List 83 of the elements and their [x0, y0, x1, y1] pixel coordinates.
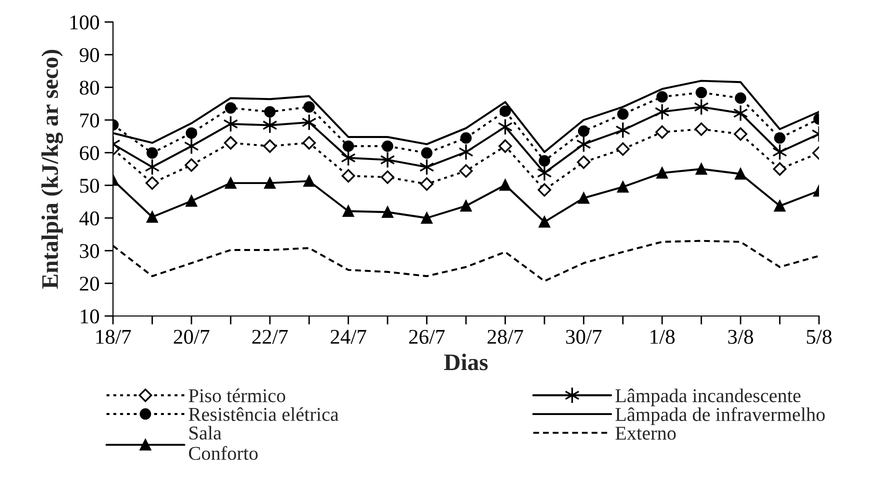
- legend-label: Resistência elétrica: [188, 407, 339, 421]
- point: [774, 200, 786, 212]
- point: [460, 200, 472, 212]
- point: [694, 122, 708, 136]
- y-tick-label: 40: [79, 211, 100, 226]
- point: [264, 177, 276, 189]
- point: [224, 102, 236, 114]
- point: [500, 105, 511, 117]
- point: [498, 139, 512, 153]
- point: [420, 177, 434, 191]
- point: [458, 144, 474, 160]
- y-tick-label: 70: [80, 113, 100, 128]
- point: [734, 92, 746, 104]
- point: [145, 176, 159, 190]
- point: [342, 140, 354, 152]
- point: [734, 127, 748, 141]
- point: [460, 132, 472, 144]
- x-axis-title: Dias: [444, 354, 488, 370]
- y-tick-label: 10: [80, 309, 100, 324]
- point: [617, 181, 629, 193]
- x-tick-label: 26/7: [409, 330, 445, 344]
- y-tick-label: 60: [80, 146, 100, 160]
- point: [774, 132, 786, 144]
- point: [734, 168, 746, 180]
- point: [459, 164, 473, 178]
- point: [421, 212, 432, 224]
- x-tick-label: 5/8: [806, 330, 832, 344]
- y-tick-label: 20: [80, 276, 100, 291]
- point: [303, 175, 315, 187]
- point: [382, 206, 394, 218]
- point: [146, 147, 158, 159]
- point: [578, 192, 590, 204]
- point: [696, 163, 708, 175]
- x-tick-label: 22/7: [252, 330, 288, 344]
- point: [773, 162, 787, 176]
- y-tick-label: 30: [80, 244, 100, 258]
- legend-label: Piso térmico: [188, 388, 286, 402]
- y-tick-label: 100: [70, 15, 100, 30]
- point: [382, 140, 394, 152]
- point: [264, 106, 276, 118]
- legend-label: Lâmpada incandescente: [615, 388, 800, 406]
- point: [186, 195, 198, 207]
- y-tick-label: 80: [80, 80, 100, 95]
- point: [696, 86, 708, 98]
- legend-label: Lâmpada de infravermelho: [615, 407, 825, 426]
- point: [380, 151, 396, 168]
- point: [578, 125, 590, 137]
- point: [186, 127, 198, 139]
- point: [342, 205, 354, 217]
- point: [617, 108, 629, 120]
- point: [538, 216, 550, 228]
- point: [655, 125, 669, 139]
- point: [263, 139, 277, 153]
- point: [303, 101, 315, 113]
- x-tick-label: 20/7: [174, 330, 210, 344]
- x-tick-label: 30/7: [566, 330, 602, 344]
- legend-label: Sala Conforto: [188, 426, 258, 460]
- point: [656, 167, 668, 179]
- point: [224, 177, 236, 189]
- y-tick-label: 50: [80, 178, 100, 193]
- x-tick-label: 3/8: [728, 330, 754, 344]
- point: [224, 136, 238, 150]
- x-tick-label: 28/7: [488, 330, 524, 344]
- point: [380, 170, 394, 184]
- point: [184, 158, 198, 172]
- point: [421, 147, 432, 159]
- point: [538, 183, 552, 197]
- point: [576, 155, 590, 169]
- y-tick-label: 90: [80, 48, 100, 62]
- x-tick-label: 24/7: [330, 330, 366, 344]
- point: [146, 211, 158, 223]
- point: [184, 138, 199, 155]
- point: [538, 155, 550, 167]
- legend-label: Externo: [615, 426, 676, 440]
- x-tick-label: 1/8: [650, 330, 675, 344]
- point: [733, 104, 748, 122]
- point: [342, 169, 356, 183]
- y-axis-title: Entalpia (kJ/kg ar seco): [41, 50, 63, 289]
- point: [656, 91, 668, 103]
- point: [500, 179, 511, 191]
- point: [302, 136, 316, 150]
- point: [616, 142, 630, 156]
- x-tick-label: 18/7: [96, 330, 131, 344]
